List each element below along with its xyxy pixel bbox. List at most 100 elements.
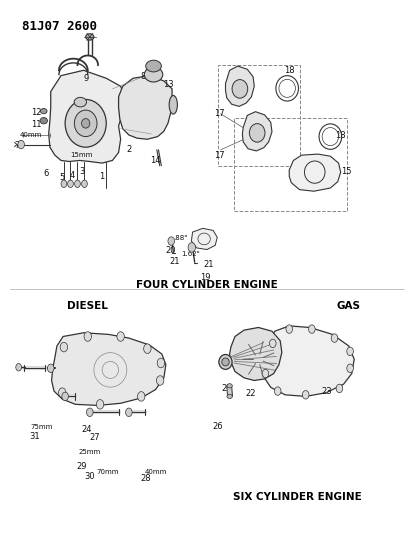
Text: 27: 27 (90, 433, 100, 442)
Circle shape (116, 332, 124, 341)
Polygon shape (242, 112, 271, 151)
Ellipse shape (85, 34, 94, 40)
Text: 21: 21 (202, 260, 213, 269)
Ellipse shape (74, 98, 86, 107)
Text: 23: 23 (320, 386, 331, 395)
Text: 21: 21 (169, 257, 180, 265)
Circle shape (143, 344, 151, 353)
Circle shape (137, 392, 145, 401)
Ellipse shape (221, 358, 229, 366)
Text: 25: 25 (221, 384, 231, 393)
Text: 15: 15 (341, 166, 351, 175)
Text: DIESEL: DIESEL (67, 301, 108, 311)
Text: 5: 5 (59, 173, 65, 182)
Text: GAS: GAS (336, 301, 360, 311)
Text: 13: 13 (162, 80, 173, 89)
Text: 8: 8 (140, 72, 146, 81)
Circle shape (330, 334, 337, 342)
Text: 11: 11 (31, 120, 41, 129)
Ellipse shape (232, 79, 247, 98)
Circle shape (62, 392, 68, 401)
Text: 70mm: 70mm (96, 469, 119, 475)
Circle shape (168, 237, 174, 245)
Ellipse shape (145, 60, 161, 72)
Polygon shape (229, 327, 281, 381)
Text: 30: 30 (84, 472, 95, 481)
Text: 81J07 2600: 81J07 2600 (22, 20, 97, 33)
Circle shape (261, 369, 268, 378)
Circle shape (47, 364, 54, 373)
Text: 19: 19 (199, 272, 210, 281)
Circle shape (274, 387, 280, 395)
Ellipse shape (226, 394, 232, 399)
Circle shape (125, 408, 132, 417)
Text: 16: 16 (232, 74, 242, 83)
Ellipse shape (144, 67, 162, 82)
Polygon shape (262, 326, 354, 397)
Circle shape (346, 347, 353, 356)
Polygon shape (52, 333, 166, 406)
Text: 18: 18 (335, 131, 345, 140)
Circle shape (308, 325, 314, 333)
Text: 17: 17 (214, 109, 224, 118)
Text: 26: 26 (212, 422, 223, 431)
Text: 40mm: 40mm (20, 132, 42, 138)
Text: 7: 7 (14, 141, 20, 150)
Text: 75mm: 75mm (31, 424, 53, 430)
Circle shape (96, 400, 104, 409)
Ellipse shape (81, 118, 90, 128)
Circle shape (67, 180, 73, 188)
Circle shape (188, 243, 195, 252)
Circle shape (58, 388, 66, 398)
Text: 18: 18 (283, 66, 294, 75)
Ellipse shape (249, 124, 264, 142)
Circle shape (301, 391, 308, 399)
Text: 40mm: 40mm (144, 469, 166, 475)
Text: 6: 6 (43, 169, 48, 178)
Polygon shape (118, 76, 172, 139)
Text: .88": .88" (173, 235, 187, 241)
Circle shape (335, 384, 342, 393)
Circle shape (157, 358, 164, 368)
Text: 1: 1 (98, 172, 104, 181)
Text: 10: 10 (72, 100, 83, 109)
Ellipse shape (169, 95, 177, 114)
Text: 20: 20 (165, 246, 176, 255)
Text: 22: 22 (245, 389, 256, 398)
Text: 31: 31 (30, 432, 40, 441)
Ellipse shape (74, 110, 97, 136)
Circle shape (18, 140, 24, 149)
Polygon shape (289, 154, 340, 191)
Text: 17: 17 (214, 151, 224, 160)
Ellipse shape (40, 109, 47, 114)
Circle shape (16, 364, 21, 371)
Circle shape (84, 332, 91, 341)
Circle shape (74, 180, 80, 188)
Text: 28: 28 (140, 474, 150, 483)
Circle shape (285, 325, 292, 333)
Text: 15mm: 15mm (70, 152, 93, 158)
Text: 3: 3 (79, 166, 84, 175)
Text: SIX CYLINDER ENGINE: SIX CYLINDER ENGINE (233, 492, 361, 502)
Circle shape (61, 180, 66, 188)
Circle shape (346, 364, 353, 373)
Text: 25mm: 25mm (78, 449, 101, 455)
Text: 9: 9 (83, 74, 88, 83)
Circle shape (269, 339, 275, 348)
Text: 14: 14 (150, 156, 161, 165)
Text: 29: 29 (76, 463, 87, 471)
Circle shape (86, 408, 93, 417)
Ellipse shape (65, 100, 106, 147)
Text: FOUR CYLINDER ENGINE: FOUR CYLINDER ENGINE (136, 280, 277, 290)
Circle shape (60, 342, 67, 352)
Ellipse shape (40, 117, 47, 124)
Text: 2: 2 (126, 146, 131, 155)
Ellipse shape (226, 384, 232, 388)
Polygon shape (226, 386, 232, 397)
Ellipse shape (218, 354, 232, 369)
Polygon shape (225, 66, 254, 107)
Polygon shape (191, 228, 217, 249)
Text: 24: 24 (81, 425, 92, 434)
Circle shape (81, 180, 87, 188)
Text: 1.62": 1.62" (181, 251, 199, 257)
